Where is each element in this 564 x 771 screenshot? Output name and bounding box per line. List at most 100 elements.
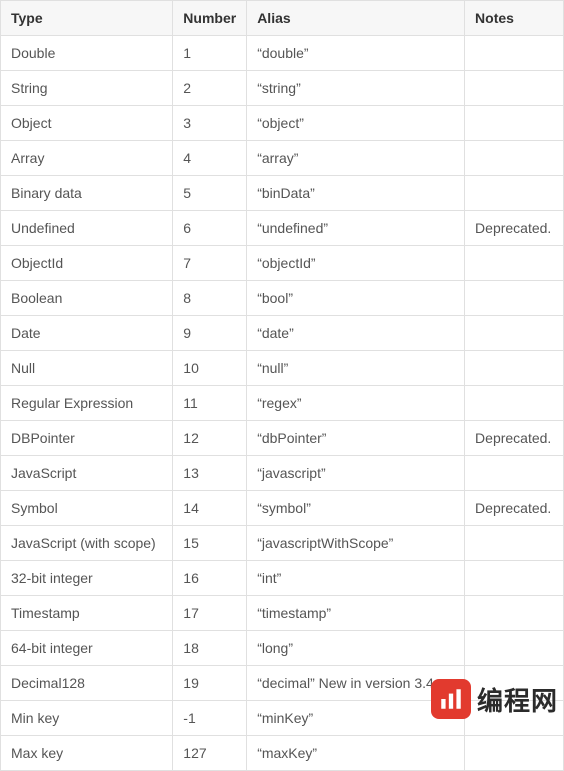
col-header-alias: Alias (247, 1, 465, 36)
cell-type: Date (1, 316, 173, 351)
cell-notes (465, 701, 564, 736)
cell-alias: “objectId” (247, 246, 465, 281)
table-row: Undefined6“undefined”Deprecated. (1, 211, 564, 246)
table-row: Array4“array” (1, 141, 564, 176)
cell-alias: “undefined” (247, 211, 465, 246)
cell-type: Min key (1, 701, 173, 736)
table-row: DBPointer12“dbPointer”Deprecated. (1, 421, 564, 456)
cell-number: 14 (173, 491, 247, 526)
cell-number: -1 (173, 701, 247, 736)
table-row: String2“string” (1, 71, 564, 106)
cell-number: 15 (173, 526, 247, 561)
cell-type: String (1, 71, 173, 106)
cell-number: 12 (173, 421, 247, 456)
cell-notes (465, 281, 564, 316)
cell-notes (465, 141, 564, 176)
table-row: Date9“date” (1, 316, 564, 351)
cell-number: 1 (173, 36, 247, 71)
cell-type: Max key (1, 736, 173, 771)
cell-number: 9 (173, 316, 247, 351)
cell-number: 127 (173, 736, 247, 771)
table-row: Timestamp17“timestamp” (1, 596, 564, 631)
cell-notes (465, 176, 564, 211)
cell-type: JavaScript (1, 456, 173, 491)
cell-type: Binary data (1, 176, 173, 211)
cell-alias: “long” (247, 631, 465, 666)
cell-type: Timestamp (1, 596, 173, 631)
table-row: Double1“double” (1, 36, 564, 71)
cell-notes (465, 71, 564, 106)
col-header-type: Type (1, 1, 173, 36)
cell-notes: Deprecated. (465, 211, 564, 246)
cell-number: 3 (173, 106, 247, 141)
cell-type: Undefined (1, 211, 173, 246)
cell-notes (465, 561, 564, 596)
bson-types-table: Type Number Alias Notes Double1“double”S… (0, 0, 564, 771)
cell-notes (465, 36, 564, 71)
cell-alias: “double” (247, 36, 465, 71)
cell-number: 19 (173, 666, 247, 701)
cell-alias: “null” (247, 351, 465, 386)
table-row: Min key-1“minKey” (1, 701, 564, 736)
cell-number: 8 (173, 281, 247, 316)
table-row: JavaScript (with scope)15“javascriptWith… (1, 526, 564, 561)
table-row: Binary data5“binData” (1, 176, 564, 211)
cell-alias: “bool” (247, 281, 465, 316)
table-row: 64-bit integer18“long” (1, 631, 564, 666)
cell-number: 7 (173, 246, 247, 281)
cell-alias: “int” (247, 561, 465, 596)
cell-number: 5 (173, 176, 247, 211)
cell-alias: “timestamp” (247, 596, 465, 631)
cell-type: Null (1, 351, 173, 386)
cell-type: Double (1, 36, 173, 71)
cell-type: Boolean (1, 281, 173, 316)
cell-type: Decimal128 (1, 666, 173, 701)
cell-alias: “string” (247, 71, 465, 106)
table-row: Max key127“maxKey” (1, 736, 564, 771)
cell-notes (465, 316, 564, 351)
cell-alias: “minKey” (247, 701, 465, 736)
table-row: Null10“null” (1, 351, 564, 386)
cell-notes (465, 351, 564, 386)
cell-type: ObjectId (1, 246, 173, 281)
table-header-row: Type Number Alias Notes (1, 1, 564, 36)
cell-alias: “decimal” New in version 3.4. (247, 666, 465, 701)
cell-alias: “symbol” (247, 491, 465, 526)
cell-number: 4 (173, 141, 247, 176)
table-row: Boolean8“bool” (1, 281, 564, 316)
cell-type: DBPointer (1, 421, 173, 456)
cell-number: 16 (173, 561, 247, 596)
cell-alias: “date” (247, 316, 465, 351)
cell-notes (465, 736, 564, 771)
cell-notes (465, 386, 564, 421)
cell-type: 64-bit integer (1, 631, 173, 666)
cell-type: 32-bit integer (1, 561, 173, 596)
cell-notes (465, 106, 564, 141)
cell-alias: “object” (247, 106, 465, 141)
cell-notes (465, 631, 564, 666)
table-row: Decimal12819“decimal” New in version 3.4… (1, 666, 564, 701)
table-row: Symbol14“symbol”Deprecated. (1, 491, 564, 526)
cell-alias: “maxKey” (247, 736, 465, 771)
cell-alias: “binData” (247, 176, 465, 211)
col-header-notes: Notes (465, 1, 564, 36)
cell-alias: “javascript” (247, 456, 465, 491)
cell-type: JavaScript (with scope) (1, 526, 173, 561)
cell-notes: Deprecated. (465, 491, 564, 526)
cell-number: 6 (173, 211, 247, 246)
cell-number: 2 (173, 71, 247, 106)
col-header-number: Number (173, 1, 247, 36)
cell-notes (465, 526, 564, 561)
cell-number: 11 (173, 386, 247, 421)
cell-type: Regular Expression (1, 386, 173, 421)
table-row: JavaScript13“javascript” (1, 456, 564, 491)
table-row: Regular Expression11“regex” (1, 386, 564, 421)
cell-alias: “javascriptWithScope” (247, 526, 465, 561)
cell-alias: “dbPointer” (247, 421, 465, 456)
cell-notes (465, 666, 564, 701)
cell-notes (465, 246, 564, 281)
cell-type: Symbol (1, 491, 173, 526)
cell-alias: “array” (247, 141, 465, 176)
cell-notes (465, 456, 564, 491)
table-row: ObjectId7“objectId” (1, 246, 564, 281)
